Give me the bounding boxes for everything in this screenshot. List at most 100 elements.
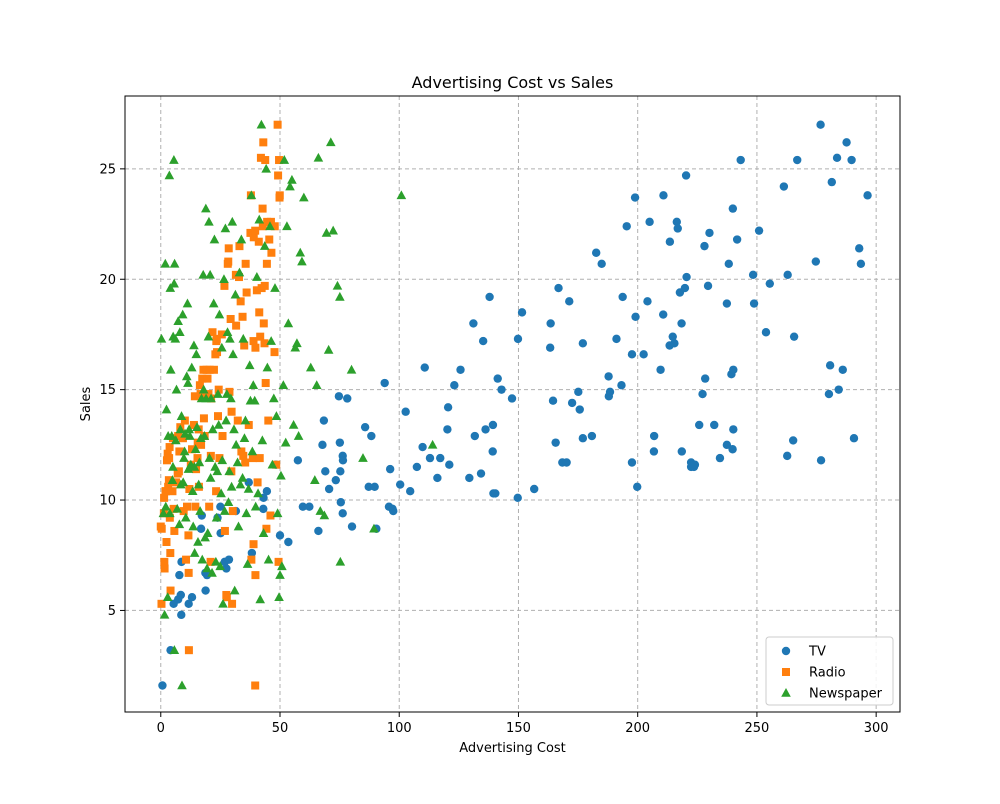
- tv-point: [567, 398, 577, 408]
- tv-point: [793, 155, 802, 165]
- radio-point: [249, 337, 258, 346]
- tv-point: [443, 403, 453, 412]
- newspaper-point: [229, 424, 239, 434]
- newspaper-point: [280, 437, 291, 447]
- newspaper-point: [396, 190, 407, 200]
- radio-point: [185, 485, 194, 494]
- tv-point: [649, 431, 659, 441]
- radio-point: [241, 259, 250, 268]
- radio-point: [178, 434, 187, 443]
- radio-point: [256, 153, 265, 162]
- newspaper-point: [208, 298, 219, 308]
- tv-point: [681, 171, 691, 180]
- tv-point: [783, 451, 792, 461]
- newspaper-point: [369, 523, 379, 533]
- tv-point: [443, 425, 452, 434]
- newspaper-point: [230, 289, 241, 299]
- tv-point: [360, 422, 370, 432]
- radio-point: [227, 407, 236, 416]
- tv-point: [649, 447, 659, 456]
- newspaper-point: [204, 216, 214, 226]
- tv-point: [643, 297, 652, 306]
- radio-point: [258, 222, 267, 231]
- tv-point: [293, 456, 303, 465]
- newspaper-point: [197, 554, 208, 564]
- radio-point: [199, 414, 208, 423]
- tv-point: [275, 531, 285, 540]
- newspaper-point: [290, 342, 301, 352]
- tv-point: [827, 177, 836, 187]
- tv-point: [259, 504, 268, 514]
- tv-point: [425, 453, 435, 463]
- tv-point: [298, 502, 308, 511]
- radio-point: [252, 286, 261, 295]
- tv-point: [710, 420, 719, 430]
- tv-point: [546, 319, 555, 328]
- newspaper-point: [262, 362, 273, 372]
- tv-point: [754, 226, 764, 235]
- radio-point: [169, 504, 178, 513]
- tv-point: [343, 394, 352, 403]
- newspaper-point: [179, 453, 189, 462]
- radio-point: [224, 257, 233, 266]
- newspaper-point: [256, 119, 267, 129]
- x-tick-label: 250: [745, 721, 770, 736]
- radio-point: [258, 204, 267, 213]
- newspaper-point: [165, 364, 176, 374]
- newspaper-point: [165, 283, 176, 292]
- radio-point: [188, 445, 197, 454]
- newspaper-point: [328, 225, 338, 235]
- tv-point: [469, 319, 478, 328]
- radio-point: [179, 507, 188, 516]
- legend-label-newspaper: Newspaper: [809, 687, 883, 702]
- tv-point: [513, 334, 523, 344]
- newspaper-point: [200, 532, 210, 542]
- radio-point: [184, 568, 193, 577]
- tv-point: [420, 363, 429, 372]
- newspaper-point: [184, 424, 194, 434]
- newspaper-point: [265, 221, 275, 231]
- tv-point: [565, 297, 574, 306]
- tv-point: [314, 526, 323, 536]
- radio-point: [222, 593, 231, 602]
- newspaper-point: [321, 227, 332, 237]
- newspaper-point: [191, 349, 202, 359]
- radio-point: [189, 420, 198, 429]
- newspaper-point: [252, 272, 262, 281]
- radio-point: [259, 138, 268, 147]
- newspaper-point: [204, 453, 215, 462]
- newspaper-point: [335, 291, 345, 301]
- newspaper-point: [181, 371, 192, 381]
- newspaper-point: [211, 556, 221, 566]
- radio-point: [272, 460, 281, 469]
- tv-point: [779, 182, 789, 191]
- radio-point: [247, 555, 256, 564]
- tv-point: [319, 416, 329, 425]
- newspaper-point: [192, 422, 202, 431]
- tv-point: [517, 308, 527, 317]
- newspaper-point: [189, 461, 200, 471]
- grid: [125, 96, 900, 712]
- radio-point: [260, 339, 269, 348]
- tv-point: [335, 438, 345, 447]
- tv-point: [364, 482, 373, 491]
- newspaper-point: [167, 475, 178, 484]
- tv-point: [481, 425, 490, 434]
- newspaper-point: [181, 512, 191, 522]
- tv-point: [338, 456, 348, 465]
- tv-point: [488, 420, 498, 430]
- x-tick-label: 150: [506, 721, 531, 736]
- newspaper-point: [233, 521, 244, 531]
- tv-point: [176, 590, 185, 600]
- tv-point: [491, 489, 500, 498]
- newspaper-point: [215, 561, 225, 571]
- newspaper-point: [173, 316, 183, 326]
- newspaper-point: [225, 333, 235, 343]
- newspaper-point: [288, 419, 299, 429]
- tv-point: [680, 283, 690, 293]
- tv-point: [690, 460, 700, 469]
- tv-point: [605, 387, 615, 397]
- tv-point: [698, 389, 707, 399]
- tv-point: [336, 498, 346, 507]
- newspaper-point: [219, 274, 229, 284]
